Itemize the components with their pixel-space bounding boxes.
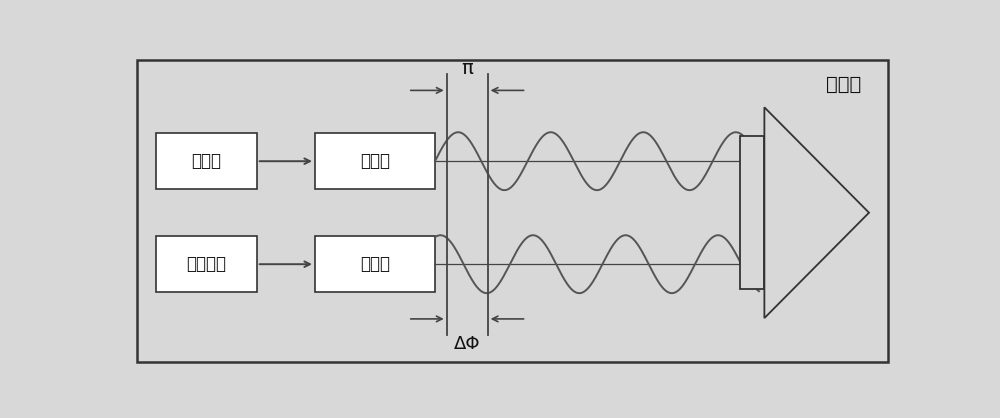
Text: ΔΦ: ΔΦ (454, 335, 480, 353)
Text: 调制器: 调制器 (360, 152, 390, 170)
Bar (315, 133, 435, 189)
Bar (156, 133, 257, 189)
Bar (315, 236, 435, 292)
Bar (156, 236, 257, 292)
Text: 反射镜: 反射镜 (826, 75, 861, 94)
Text: π: π (461, 59, 473, 77)
Bar (740, 136, 764, 289)
Text: 鉴相器: 鉴相器 (360, 255, 390, 273)
Polygon shape (764, 107, 869, 318)
Text: 距离显示: 距离显示 (186, 255, 226, 273)
Text: 激光器: 激光器 (191, 152, 221, 170)
